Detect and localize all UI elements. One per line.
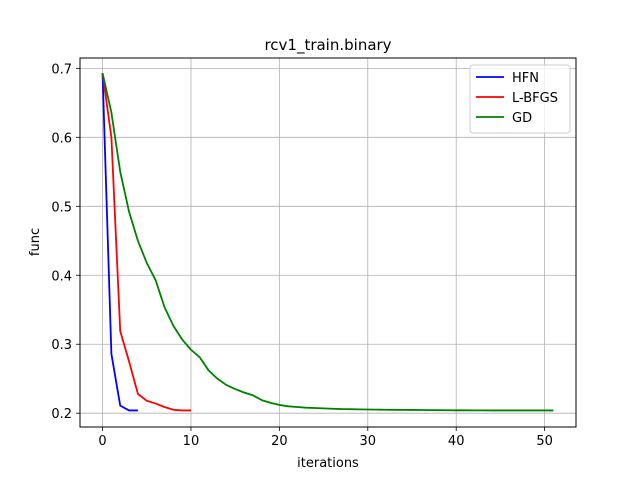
legend-label: GD [512,111,532,126]
legend-label: HFN [512,71,539,86]
legend: HFN L-BFGS GD [469,64,571,134]
series-line-l-bfgs [101,73,191,412]
y-tick-label: 0.5 [51,200,72,215]
x-tick-label: 20 [271,434,288,449]
y-tick-label: 0.3 [51,338,72,353]
y-tick-label: 0.4 [51,269,72,284]
series-line-gd [101,72,554,412]
x-tick-label: 10 [183,434,200,449]
y-tick-label: 0.2 [51,407,72,422]
grid [80,58,576,427]
plot-frame [79,57,577,428]
legend-box [469,64,571,134]
y-axis-label: func [28,228,43,256]
y-tick-label: 0.7 [51,62,72,77]
series-line-hfn [101,73,138,412]
x-tick-label: 40 [448,434,465,449]
legend-label: L-BFGS [512,91,558,106]
series-lines [101,72,554,412]
x-axis-label: iterations [297,456,359,471]
axis-ticks: 0 10 20 30 40 50 0.2 0.3 0.4 0.5 0.6 0.7 [51,62,553,449]
x-tick-label: 30 [360,434,377,449]
x-tick-label: 0 [98,434,106,449]
chart-title: rcv1_train.binary [264,36,391,55]
y-tick-label: 0.6 [51,131,72,146]
x-tick-label: 50 [536,434,553,449]
